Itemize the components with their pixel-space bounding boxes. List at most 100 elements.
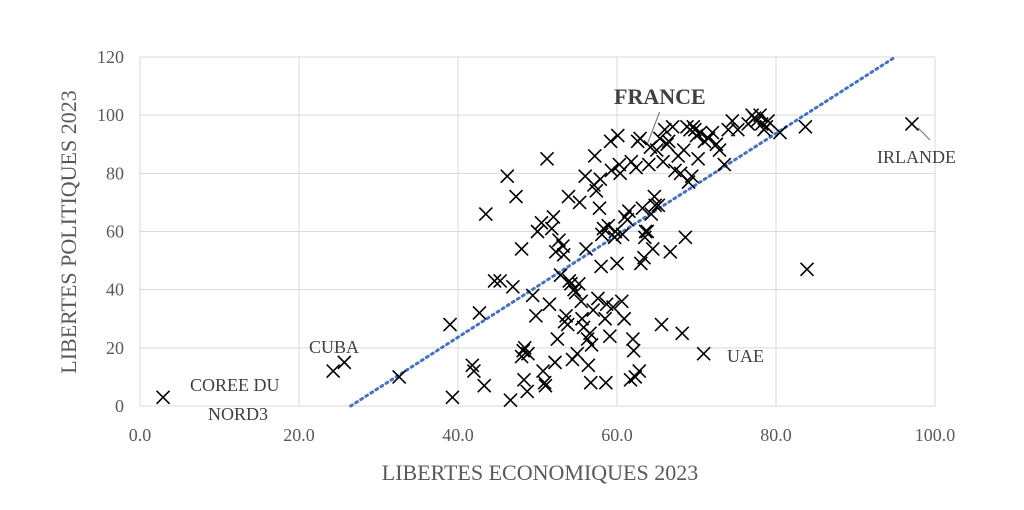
data-point xyxy=(514,241,529,257)
data-point xyxy=(487,273,502,289)
data-point xyxy=(656,154,671,169)
data-point xyxy=(621,204,636,219)
data-point xyxy=(584,337,599,352)
data-point xyxy=(605,300,621,315)
data-point xyxy=(607,230,622,245)
x-tick-label: 100.0 xyxy=(915,425,956,445)
data-point xyxy=(503,393,518,408)
data-point xyxy=(613,166,628,181)
data-point xyxy=(520,384,535,399)
tick-labels: 0 20 40 60 80 100 120 0.0 20.0 40.0 60.0 80.0 100.0 xyxy=(97,47,955,445)
data-point xyxy=(478,206,493,222)
data-point xyxy=(598,311,613,326)
data-point xyxy=(665,119,680,134)
data-point xyxy=(657,122,672,137)
data-point xyxy=(539,151,555,166)
data-point xyxy=(392,369,407,384)
annotation-irlande: IRLANDE xyxy=(877,147,956,167)
data-point xyxy=(691,151,706,166)
data-point xyxy=(626,343,641,358)
data-point xyxy=(570,346,585,361)
data-point xyxy=(686,119,701,134)
data-point xyxy=(608,224,623,239)
data-point xyxy=(561,189,576,204)
data-point xyxy=(582,326,598,341)
data-point xyxy=(614,294,629,309)
data-point xyxy=(610,128,625,143)
data-point xyxy=(542,297,557,312)
data-point xyxy=(337,355,352,370)
data-point xyxy=(603,134,618,149)
data-point xyxy=(534,215,549,230)
data-point xyxy=(571,276,586,291)
data-point xyxy=(594,227,609,242)
data-point xyxy=(505,279,520,294)
data-point xyxy=(676,143,691,158)
data-point xyxy=(514,349,529,364)
data-point xyxy=(581,358,596,373)
data-point xyxy=(493,273,508,289)
data-point xyxy=(508,189,524,204)
data-point xyxy=(472,305,487,320)
x-tick-label: 60.0 xyxy=(601,425,633,445)
data-points xyxy=(155,108,920,408)
annotation-uae: UAE xyxy=(727,346,764,366)
data-point xyxy=(615,227,630,242)
data-point xyxy=(693,125,708,140)
data-point xyxy=(442,317,458,332)
data-point xyxy=(684,169,699,184)
data-point xyxy=(572,195,587,210)
data-point xyxy=(620,212,635,227)
data-point xyxy=(574,294,589,309)
y-tick-label: 20 xyxy=(106,338,124,358)
data-point xyxy=(538,378,553,393)
data-point xyxy=(651,198,666,213)
y-tick-label: 120 xyxy=(97,47,124,67)
data-point xyxy=(644,206,659,222)
data-point xyxy=(550,332,565,347)
data-point xyxy=(602,329,617,344)
data-point xyxy=(654,317,669,332)
data-point xyxy=(663,244,678,259)
data-point xyxy=(578,241,594,257)
data-point xyxy=(535,364,551,379)
data-point xyxy=(625,332,640,347)
data-point xyxy=(586,302,601,318)
data-point xyxy=(799,262,815,277)
data-point xyxy=(466,364,481,379)
data-point xyxy=(594,259,609,274)
data-point xyxy=(772,125,788,140)
data-point xyxy=(641,157,656,172)
annotations: FRANCE IRLANDE UAE CUBA COREE DU NORD3 xyxy=(190,84,956,424)
data-point xyxy=(553,268,568,283)
x-tick-label: 40.0 xyxy=(442,425,474,445)
y-tick-label: 80 xyxy=(106,163,124,183)
data-point xyxy=(609,256,625,271)
data-point xyxy=(530,224,545,239)
data-point xyxy=(525,288,540,303)
data-point xyxy=(660,137,675,152)
data-point xyxy=(675,326,690,341)
data-point xyxy=(696,346,711,361)
data-point xyxy=(638,224,653,239)
data-point xyxy=(904,116,920,131)
data-point xyxy=(661,134,676,149)
data-point xyxy=(598,375,613,390)
data-point xyxy=(589,183,604,198)
data-point xyxy=(574,311,590,326)
data-point xyxy=(678,230,693,245)
data-point xyxy=(590,291,605,306)
data-point xyxy=(649,143,664,158)
x-tick-label: 0.0 xyxy=(129,425,152,445)
data-point xyxy=(445,390,460,405)
x-tick-label: 80.0 xyxy=(760,425,792,445)
data-point xyxy=(587,148,602,163)
data-point xyxy=(730,122,745,137)
annotation-cuba: CUBA xyxy=(309,337,359,357)
grid-lines xyxy=(139,56,936,407)
data-point xyxy=(560,317,575,332)
data-point xyxy=(604,163,619,178)
data-point xyxy=(516,372,532,387)
irlande-leader-line xyxy=(917,127,931,141)
data-point xyxy=(753,108,768,123)
